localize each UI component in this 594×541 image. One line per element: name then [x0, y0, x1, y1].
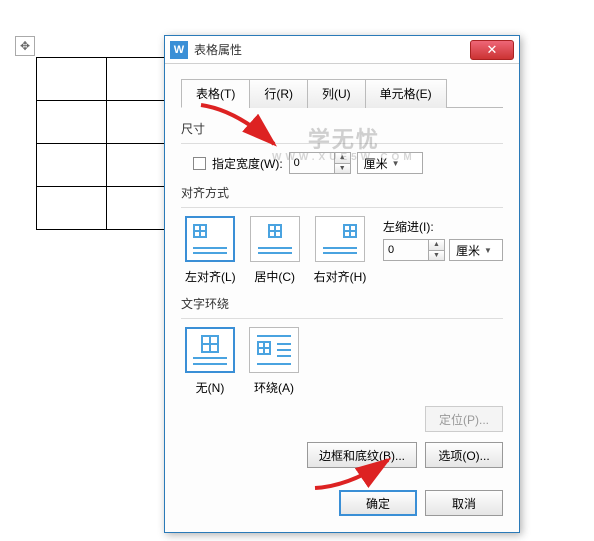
spin-up-icon[interactable]: ▲: [428, 240, 444, 251]
tab-column[interactable]: 列(U): [307, 79, 366, 108]
chevron-down-icon: ▼: [392, 159, 400, 168]
divider: [181, 143, 503, 144]
dialog-title: 表格属性: [194, 41, 470, 58]
spin-down-icon[interactable]: ▼: [428, 251, 444, 261]
wrap-none-button[interactable]: 无(N): [185, 327, 235, 396]
divider: [181, 207, 503, 208]
align-center-button[interactable]: 居中(C): [250, 216, 300, 285]
left-indent-unit-combo[interactable]: 厘米 ▼: [449, 239, 503, 261]
width-input[interactable]: 0 ▲▼: [289, 152, 351, 174]
wrap-none-icon: [193, 335, 227, 365]
position-button: 定位(P)...: [425, 406, 503, 432]
align-left-icon: [193, 224, 227, 254]
width-unit-value: 厘米: [364, 155, 388, 172]
close-button[interactable]: ✕: [470, 40, 514, 60]
width-unit-combo[interactable]: 厘米 ▼: [357, 152, 423, 174]
divider: [181, 318, 503, 319]
table-move-handle[interactable]: ✥: [15, 36, 35, 56]
wrap-around-label: 环绕(A): [254, 379, 294, 396]
left-indent-label: 左缩进(I):: [383, 218, 503, 235]
width-value: 0: [290, 153, 334, 173]
spin-up-icon[interactable]: ▲: [334, 153, 350, 164]
left-indent-unit-value: 厘米: [456, 242, 480, 259]
tabs: 表格(T) 行(R) 列(U) 单元格(E): [181, 78, 503, 108]
left-indent-value: 0: [384, 240, 428, 260]
table-properties-dialog: W 表格属性 ✕ 表格(T) 行(R) 列(U) 单元格(E) 尺寸 指定宽度(…: [164, 35, 520, 533]
left-indent-input[interactable]: 0 ▲▼: [383, 239, 445, 261]
align-left-label: 左对齐(L): [185, 268, 236, 285]
border-shading-button[interactable]: 边框和底纹(B)...: [307, 442, 417, 468]
align-center-icon: [258, 224, 292, 254]
wrap-none-label: 无(N): [196, 379, 225, 396]
tab-table[interactable]: 表格(T): [181, 79, 250, 108]
size-section-label: 尺寸: [181, 120, 503, 137]
dialog-titlebar: W 表格属性 ✕: [165, 36, 519, 64]
spin-down-icon[interactable]: ▼: [334, 164, 350, 174]
tab-cell[interactable]: 单元格(E): [365, 79, 447, 108]
ok-button[interactable]: 确定: [339, 490, 417, 516]
align-section-label: 对齐方式: [181, 184, 503, 201]
cancel-button[interactable]: 取消: [425, 490, 503, 516]
wrap-section-label: 文字环绕: [181, 295, 503, 312]
close-icon: ✕: [487, 42, 498, 58]
tab-row[interactable]: 行(R): [249, 79, 308, 108]
specify-width-label: 指定宽度(W):: [212, 155, 283, 172]
align-center-label: 居中(C): [254, 268, 295, 285]
align-left-button[interactable]: 左对齐(L): [185, 216, 236, 285]
align-right-button[interactable]: 右对齐(H): [314, 216, 367, 285]
align-right-icon: [323, 224, 357, 254]
align-right-label: 右对齐(H): [314, 268, 367, 285]
options-button[interactable]: 选项(O)...: [425, 442, 503, 468]
wrap-around-icon: [257, 335, 291, 365]
document-table: [36, 57, 177, 230]
app-icon: W: [170, 41, 188, 59]
specify-width-checkbox[interactable]: [193, 157, 206, 170]
chevron-down-icon: ▼: [484, 246, 492, 255]
wrap-around-button[interactable]: 环绕(A): [249, 327, 299, 396]
